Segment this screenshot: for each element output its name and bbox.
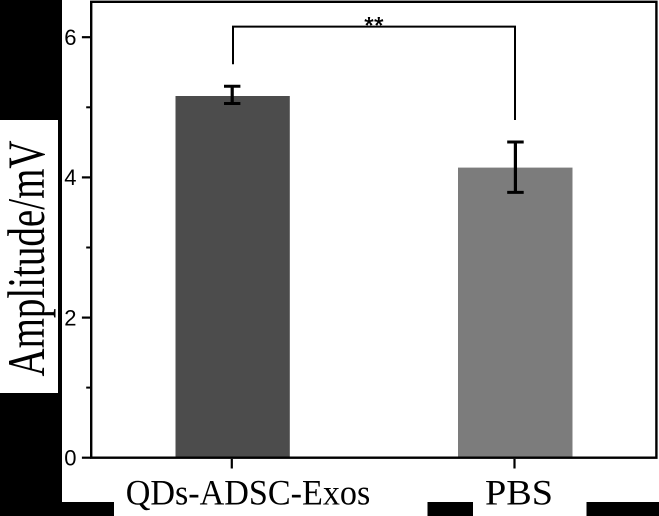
svg-text:6: 6 xyxy=(64,25,76,50)
svg-text:PBS: PBS xyxy=(485,473,553,513)
svg-text:0: 0 xyxy=(64,445,76,470)
svg-text:2: 2 xyxy=(64,305,76,330)
svg-text:Amplitude/mV: Amplitude/mV xyxy=(0,140,56,376)
svg-text:QDs-ADSC-Exos: QDs-ADSC-Exos xyxy=(126,473,371,513)
svg-text:4: 4 xyxy=(64,165,76,190)
